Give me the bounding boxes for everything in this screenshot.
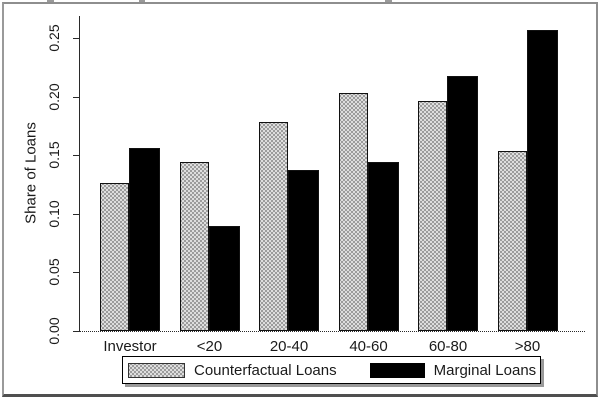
bar-counterfactual-loans-80 xyxy=(497,151,527,331)
bar-counterfactual-loans-60-80 xyxy=(418,101,447,331)
cropped-text-artifact xyxy=(47,0,54,2)
bar-marginal-loans-investor xyxy=(129,148,160,331)
y-axis-line xyxy=(79,16,80,331)
bar-counterfactual-loans-20-40 xyxy=(259,122,288,331)
x-tick-label-40-60: 40-60 xyxy=(349,338,388,355)
y-tick-label-0.25: 0.25 xyxy=(46,24,62,52)
x-tick-label-80: >80 xyxy=(514,338,541,355)
bar-marginal-loans-80 xyxy=(526,30,558,331)
y-tick-0.25 xyxy=(73,38,79,39)
bar-counterfactual-loans-investor xyxy=(100,183,129,331)
y-tick-0.15 xyxy=(73,155,79,157)
x-tick-label-20: <20 xyxy=(196,338,223,355)
y-tick-label-0.15: 0.15 xyxy=(46,141,62,169)
cropped-text-artifact xyxy=(385,0,392,2)
x-axis-line xyxy=(79,331,585,332)
y-tick-0.20 xyxy=(73,96,79,98)
y-axis-title: Share of Loans xyxy=(22,122,40,224)
bar-marginal-loans-60-80 xyxy=(447,76,478,331)
legend-label-marginal: Marginal Loans xyxy=(433,361,537,379)
y-tick-0.05 xyxy=(73,272,79,274)
bar-marginal-loans-40-60 xyxy=(367,162,399,331)
legend-box: Counterfactual Loans Marginal Loans xyxy=(122,356,541,384)
y-tick-label-0.20: 0.20 xyxy=(46,82,62,111)
bar-marginal-loans-20-40 xyxy=(288,170,319,331)
legend-swatch-marginal xyxy=(369,362,425,378)
y-tick-label-0.00: 0.00 xyxy=(46,317,62,345)
y-tick-0.10 xyxy=(73,213,79,215)
y-tick-0.00 xyxy=(73,331,79,332)
legend-swatch-counterfactual xyxy=(128,362,185,378)
bar-counterfactual-loans-40-60 xyxy=(338,93,368,331)
legend-label-counterfactual: Counterfactual Loans xyxy=(194,361,337,379)
bar-marginal-loans-20 xyxy=(208,226,240,331)
y-tick-label-0.10: 0.10 xyxy=(46,200,62,228)
x-tick-label-20-40: 20-40 xyxy=(269,338,309,355)
bar-counterfactual-loans-20 xyxy=(179,162,209,331)
y-tick-label-0.05: 0.05 xyxy=(46,258,62,287)
x-tick-label-60-80: 60-80 xyxy=(428,338,468,355)
x-tick-label-investor: Investor xyxy=(103,338,157,355)
cropped-text-artifact xyxy=(139,0,145,2)
